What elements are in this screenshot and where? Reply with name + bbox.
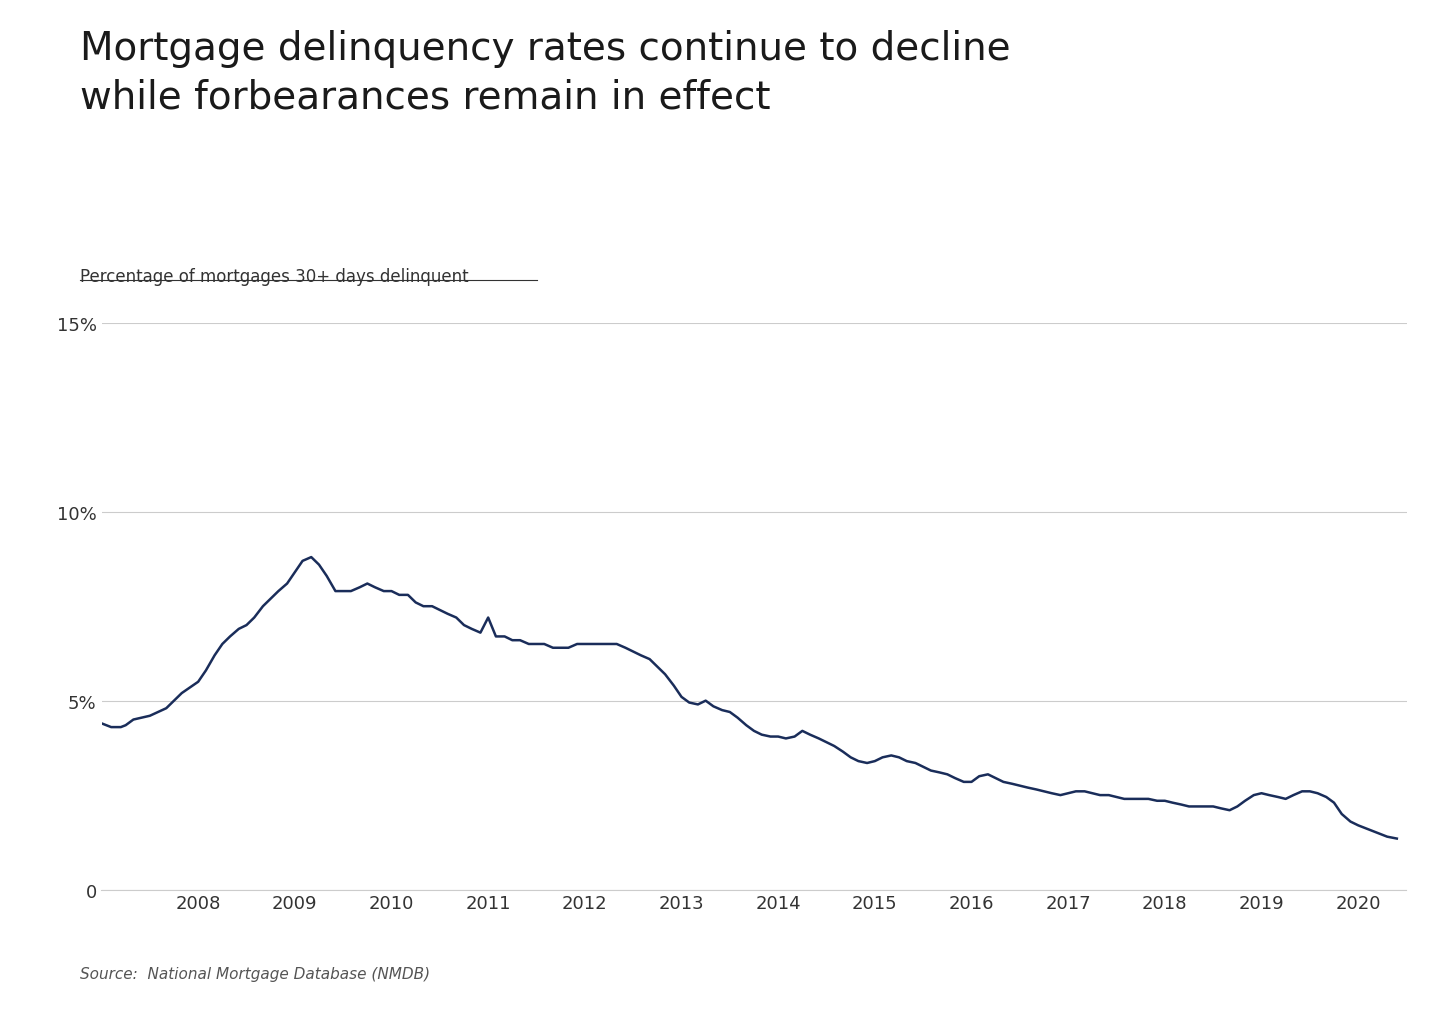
- Text: Mortgage delinquency rates continue to decline
while forbearances remain in effe: Mortgage delinquency rates continue to d…: [80, 30, 1011, 116]
- Text: Percentage of mortgages 30+ days delinquent: Percentage of mortgages 30+ days delinqu…: [80, 268, 468, 286]
- Text: Source:  National Mortgage Database (NMDB): Source: National Mortgage Database (NMDB…: [80, 966, 429, 981]
